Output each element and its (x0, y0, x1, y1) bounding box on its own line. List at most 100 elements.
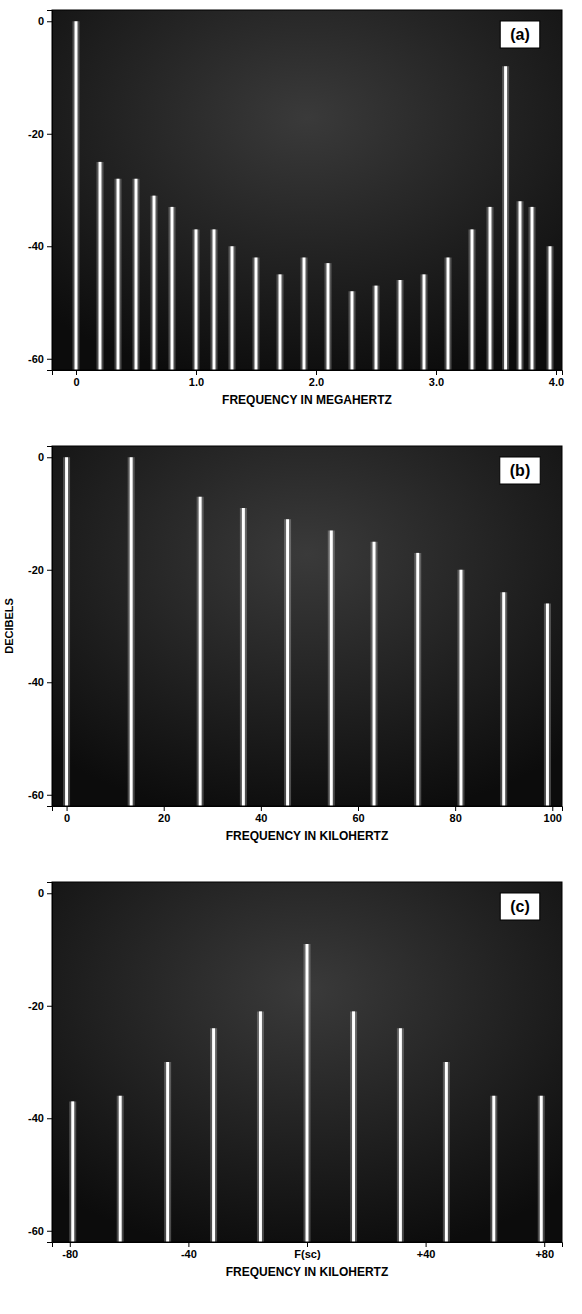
y-tick-label: 0 (38, 451, 44, 463)
y-tick-mark (47, 246, 52, 247)
spectral-line-glow (500, 592, 507, 806)
x-tick-label: 3.0 (429, 376, 444, 388)
plot-frame (52, 882, 562, 1242)
y-tick-label: -20 (28, 1000, 44, 1012)
spectral-line-glow (73, 21, 80, 370)
spectral-line (330, 530, 333, 806)
x-tick: 0 (73, 370, 79, 388)
y-tick: -60 (28, 1225, 52, 1237)
panel-label-text: (c) (510, 898, 530, 915)
spectral-line-glow (257, 1011, 264, 1242)
spectral-line (399, 280, 402, 370)
spectral-line-glow (97, 162, 104, 370)
spectral-line-glow (349, 291, 356, 370)
x-axis: 020406080100 (53, 806, 563, 824)
y-axis-line (47, 447, 53, 807)
y-tick-label: -20 (28, 564, 44, 576)
spectral-line-glow (490, 1096, 497, 1242)
spectral-line-glow (151, 196, 158, 370)
spectral-line (117, 179, 120, 370)
x-tick: 4.0 (549, 370, 564, 388)
spectral-line (489, 207, 492, 370)
x-tick-mark (556, 370, 557, 375)
spectral-line-glow (115, 179, 122, 370)
panel: -80-40F(sc)+40+800-20-40-60FREQUENCY IN … (28, 882, 562, 1279)
y-tick-mark (47, 457, 52, 458)
spectral-line-glow (421, 274, 428, 370)
x-tick-label: 40 (255, 812, 267, 824)
y-tick-mark (47, 21, 52, 22)
x-tick-label: -80 (62, 1248, 78, 1260)
y-tick-label: -40 (28, 240, 44, 252)
x-axis-title: FREQUENCY IN KILOHERTZ (226, 1265, 388, 1279)
x-tick: -40 (181, 1242, 197, 1260)
plot-frame (52, 10, 562, 370)
spectral-line-glow (304, 944, 311, 1242)
y-tick: -60 (28, 789, 52, 801)
spectral-line (171, 207, 174, 370)
panel: 01.02.03.04.00-20-40-60FREQUENCY IN MEGA… (28, 10, 564, 407)
y-tick-mark (47, 1118, 52, 1119)
y-tick: -40 (28, 676, 52, 688)
panel-label: (a) (500, 21, 540, 48)
y-tick-mark (47, 795, 52, 796)
spectral-line-glow (397, 280, 404, 370)
spectral-line-glow (544, 604, 551, 807)
x-tick: 40 (255, 806, 267, 824)
spectral-line (327, 263, 330, 370)
spectral-line (231, 246, 234, 370)
spectral-line (531, 207, 534, 370)
y-tick-label: -60 (28, 353, 44, 365)
spectral-line (130, 457, 133, 806)
x-axis: -80-40F(sc)+40+80 (53, 1242, 563, 1260)
spectral-line-glow (169, 207, 176, 370)
panel: 0204060801000-20-40-60FREQUENCY IN KILOH… (3, 446, 563, 843)
x-tick-mark (316, 370, 317, 375)
y-tick: 0 (38, 451, 52, 463)
figure: 01.02.03.04.00-20-40-60FREQUENCY IN MEGA… (0, 0, 582, 1314)
x-tick-mark (307, 1242, 308, 1247)
y-tick: 0 (38, 887, 52, 899)
spectral-line (99, 162, 102, 370)
spectrum (73, 944, 541, 1242)
x-tick: 80 (450, 806, 462, 824)
x-tick-mark (358, 806, 359, 811)
x-tick: 1.0 (189, 370, 204, 388)
spectral-line-glow (197, 497, 204, 806)
x-tick-mark (164, 806, 165, 811)
plot-background (52, 882, 562, 1242)
spectral-line (540, 1096, 543, 1242)
y-axis-line (47, 11, 53, 371)
y-axis: 0 -20 -40 -60 (28, 447, 52, 807)
spectral-line (212, 1028, 215, 1242)
y-tick-label: 0 (38, 887, 44, 899)
x-axis-title: FREQUENCY IN MEGAHERTZ (222, 393, 392, 407)
x-tick: -80 (62, 1242, 78, 1260)
spectral-line (445, 1062, 448, 1242)
spectral-line-glow (193, 229, 200, 370)
spectral-line-glow (211, 229, 218, 370)
x-tick-label: 60 (352, 812, 364, 824)
y-tick-mark (47, 359, 52, 360)
x-tick-mark (67, 806, 68, 811)
panel-label-box (500, 893, 540, 920)
spectral-line-glow (397, 1028, 404, 1242)
spectral-line-glow (371, 542, 378, 806)
x-tick: 3.0 (429, 370, 444, 388)
spectral-line (352, 1011, 355, 1242)
y-tick: -20 (28, 128, 52, 140)
x-tick: 0 (64, 806, 70, 824)
spectral-line-glow (240, 508, 247, 806)
spectral-line (423, 274, 426, 370)
spectral-line (492, 1096, 495, 1242)
spectral-line (153, 196, 156, 370)
spectral-line-glow (69, 1101, 76, 1242)
x-tick-mark (426, 1242, 427, 1247)
spectral-line (373, 542, 376, 806)
y-tick-label: -20 (28, 128, 44, 140)
x-tick-label: 80 (450, 812, 462, 824)
panel-label-box (500, 457, 540, 484)
spectral-line-glow (133, 179, 140, 370)
y-axis: 0-20-40-60 (28, 11, 52, 371)
y-tick-mark (47, 682, 52, 683)
